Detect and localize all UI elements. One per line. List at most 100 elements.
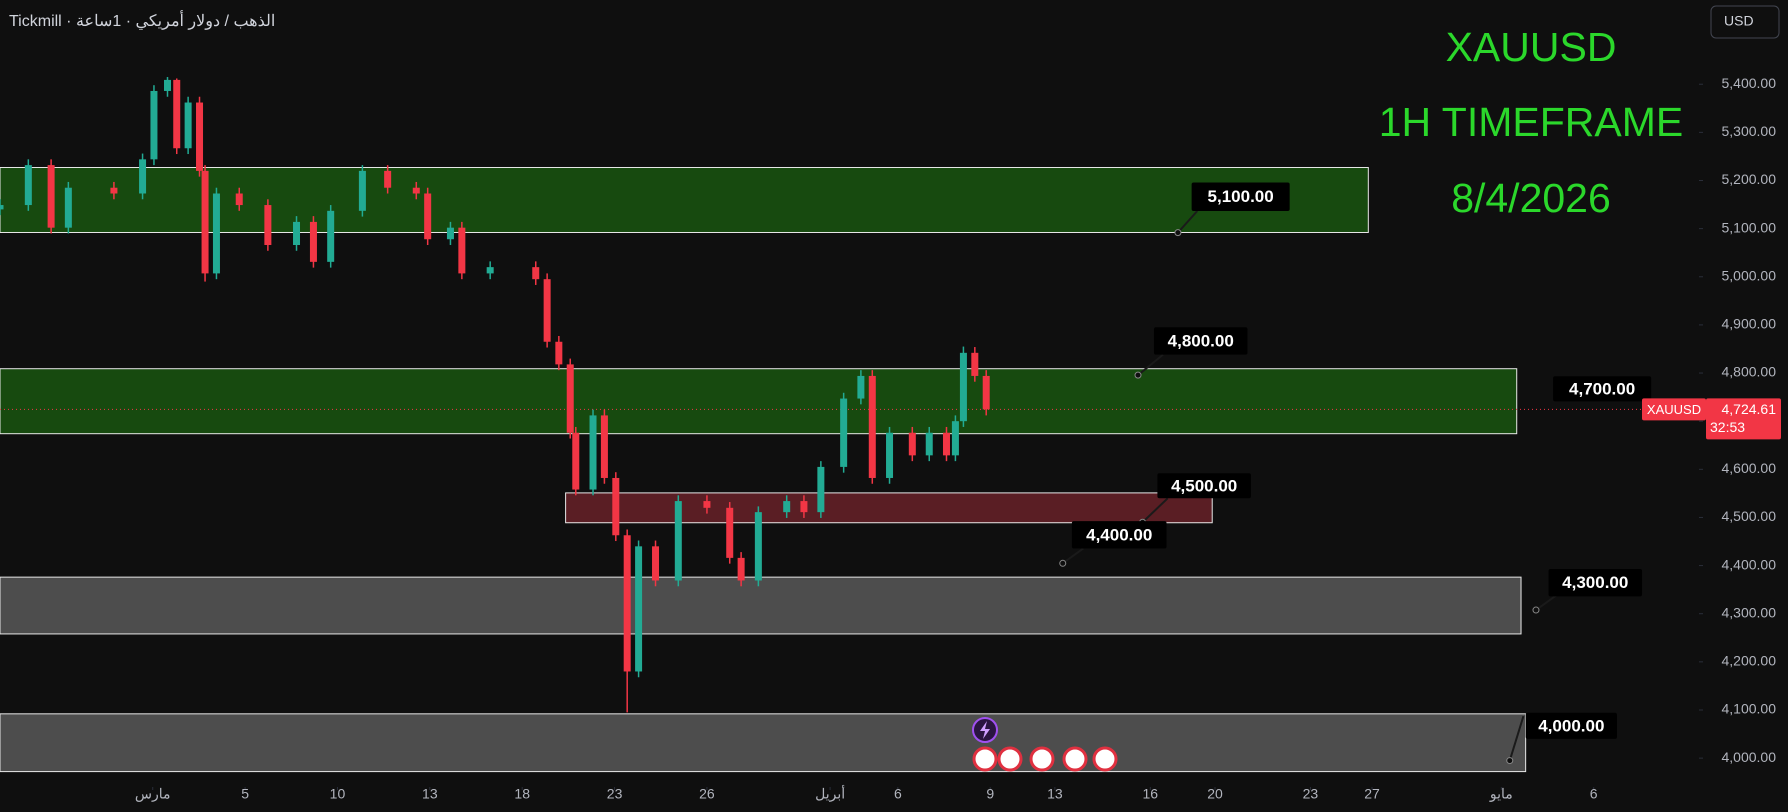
symbol-label: Tickmill · الذهب / دولار أمريكي · 1ساعة bbox=[9, 10, 275, 30]
candle-body bbox=[384, 170, 392, 188]
zone bbox=[565, 492, 1213, 524]
x-tick-label: 26 bbox=[699, 786, 715, 802]
annotation-box bbox=[1548, 569, 1643, 597]
currency-label[interactable]: USD bbox=[1724, 13, 1754, 29]
candle-body bbox=[572, 432, 580, 490]
candle-body bbox=[446, 227, 454, 240]
candle-body bbox=[971, 352, 979, 376]
annotation-anchor bbox=[1506, 757, 1514, 765]
x-tick-label: مارس bbox=[135, 786, 171, 803]
x-tick-label: 5 bbox=[241, 786, 249, 802]
event-flag[interactable] bbox=[1062, 746, 1088, 772]
x-tick-label: 23 bbox=[607, 786, 623, 802]
annotation-box bbox=[1191, 182, 1290, 211]
candle-body bbox=[908, 432, 916, 456]
candle-body bbox=[212, 193, 220, 274]
candle-body bbox=[0, 205, 4, 210]
candle-body bbox=[886, 432, 894, 478]
candle-body bbox=[150, 90, 158, 160]
zone bbox=[0, 713, 1527, 773]
annotation-label: 4,000.00 bbox=[1538, 716, 1604, 735]
x-tick-label: 6 bbox=[894, 786, 902, 802]
candle-body bbox=[532, 267, 540, 280]
event-flag[interactable] bbox=[1092, 746, 1118, 772]
annotation-label: 4,400.00 bbox=[1086, 525, 1152, 544]
candles bbox=[0, 77, 990, 713]
candle-body bbox=[982, 375, 990, 410]
event-flag[interactable] bbox=[997, 746, 1023, 772]
candle-body bbox=[358, 170, 366, 211]
x-tick-label: 13 bbox=[1047, 786, 1063, 802]
annotation-box bbox=[1553, 376, 1652, 402]
y-tick-label: 4,400.00 bbox=[1722, 556, 1777, 572]
y-tick-label: 5,100.00 bbox=[1722, 219, 1777, 235]
candle-body bbox=[424, 193, 432, 240]
annotation-box bbox=[1525, 712, 1617, 739]
candle-body bbox=[163, 79, 171, 91]
annotations: 5,100.00 4,800.00 4,700.00 4,500.00 4,400.00… bbox=[1059, 182, 1652, 765]
candle-body bbox=[327, 210, 335, 262]
candle-body bbox=[959, 352, 967, 422]
currency-button[interactable] bbox=[1710, 5, 1780, 39]
candle-body bbox=[612, 477, 620, 536]
candle-body bbox=[64, 187, 72, 228]
y-tick-label: 5,300.00 bbox=[1722, 123, 1777, 139]
candle-body bbox=[635, 546, 643, 672]
x-tick-label: 27 bbox=[1364, 786, 1380, 802]
candle-body bbox=[800, 501, 808, 513]
annotation-box bbox=[1153, 327, 1248, 355]
candle-body bbox=[674, 501, 682, 581]
candle-body bbox=[783, 501, 791, 513]
zone bbox=[0, 167, 1369, 233]
candle-body bbox=[951, 421, 959, 456]
annotation-label: 4,300.00 bbox=[1562, 573, 1628, 592]
y-tick-label: 5,000.00 bbox=[1722, 267, 1777, 283]
annotation-pointer bbox=[1508, 715, 1525, 761]
candle-body bbox=[264, 205, 272, 246]
event-icon-glyph bbox=[980, 721, 990, 739]
zone bbox=[0, 576, 1522, 635]
y-tick-label: 4,900.00 bbox=[1722, 316, 1777, 332]
y-tick-label: 4,000.00 bbox=[1722, 749, 1777, 765]
x-tick-label: 20 bbox=[1207, 786, 1223, 802]
event-flag[interactable] bbox=[972, 746, 998, 772]
x-tick-label: أبريل bbox=[815, 784, 845, 803]
annotation-pointer bbox=[1062, 547, 1084, 565]
annotation-pointer bbox=[1137, 353, 1164, 376]
candle-body bbox=[703, 501, 711, 508]
event-flag[interactable] bbox=[1029, 746, 1055, 772]
zones bbox=[0, 167, 1699, 773]
chart-title: XAUUSD bbox=[1446, 24, 1617, 70]
candle-body bbox=[623, 535, 631, 672]
annotation-box bbox=[1157, 473, 1251, 499]
candle-body bbox=[942, 432, 950, 456]
candle-body bbox=[652, 546, 660, 581]
annotation-label: 4,500.00 bbox=[1171, 476, 1237, 495]
annotation-anchor bbox=[1174, 229, 1182, 237]
candle-body bbox=[726, 507, 734, 558]
candle-body bbox=[47, 165, 55, 228]
chart-subtitle: 1H TIMEFRAME bbox=[1379, 99, 1684, 145]
candle-body bbox=[857, 375, 865, 399]
candle-body bbox=[817, 466, 825, 513]
x-tick-label: 16 bbox=[1143, 786, 1159, 802]
x-tick-label: 10 bbox=[330, 786, 346, 802]
y-tick-label: 4,200.00 bbox=[1722, 653, 1777, 669]
y-tick-label: 5,200.00 bbox=[1722, 171, 1777, 187]
annotation-label: 4,700.00 bbox=[1569, 379, 1635, 398]
x-tick-label: 23 bbox=[1303, 786, 1319, 802]
candle-body bbox=[486, 267, 494, 274]
x-tick-label: مايو bbox=[1489, 786, 1513, 803]
candle-body bbox=[925, 432, 933, 456]
chart-date: 8/4/2026 bbox=[1451, 175, 1611, 221]
candle-body bbox=[458, 227, 466, 274]
symbol-tag bbox=[1642, 398, 1706, 421]
candle-body bbox=[589, 415, 597, 490]
candle-body bbox=[840, 398, 848, 467]
candle-body bbox=[600, 415, 608, 478]
y-tick-label: 5,400.00 bbox=[1722, 75, 1777, 91]
y-tick-label: 4,300.00 bbox=[1722, 604, 1777, 620]
x-tick-label: 18 bbox=[514, 786, 530, 802]
x-tick-label: 13 bbox=[422, 786, 438, 802]
